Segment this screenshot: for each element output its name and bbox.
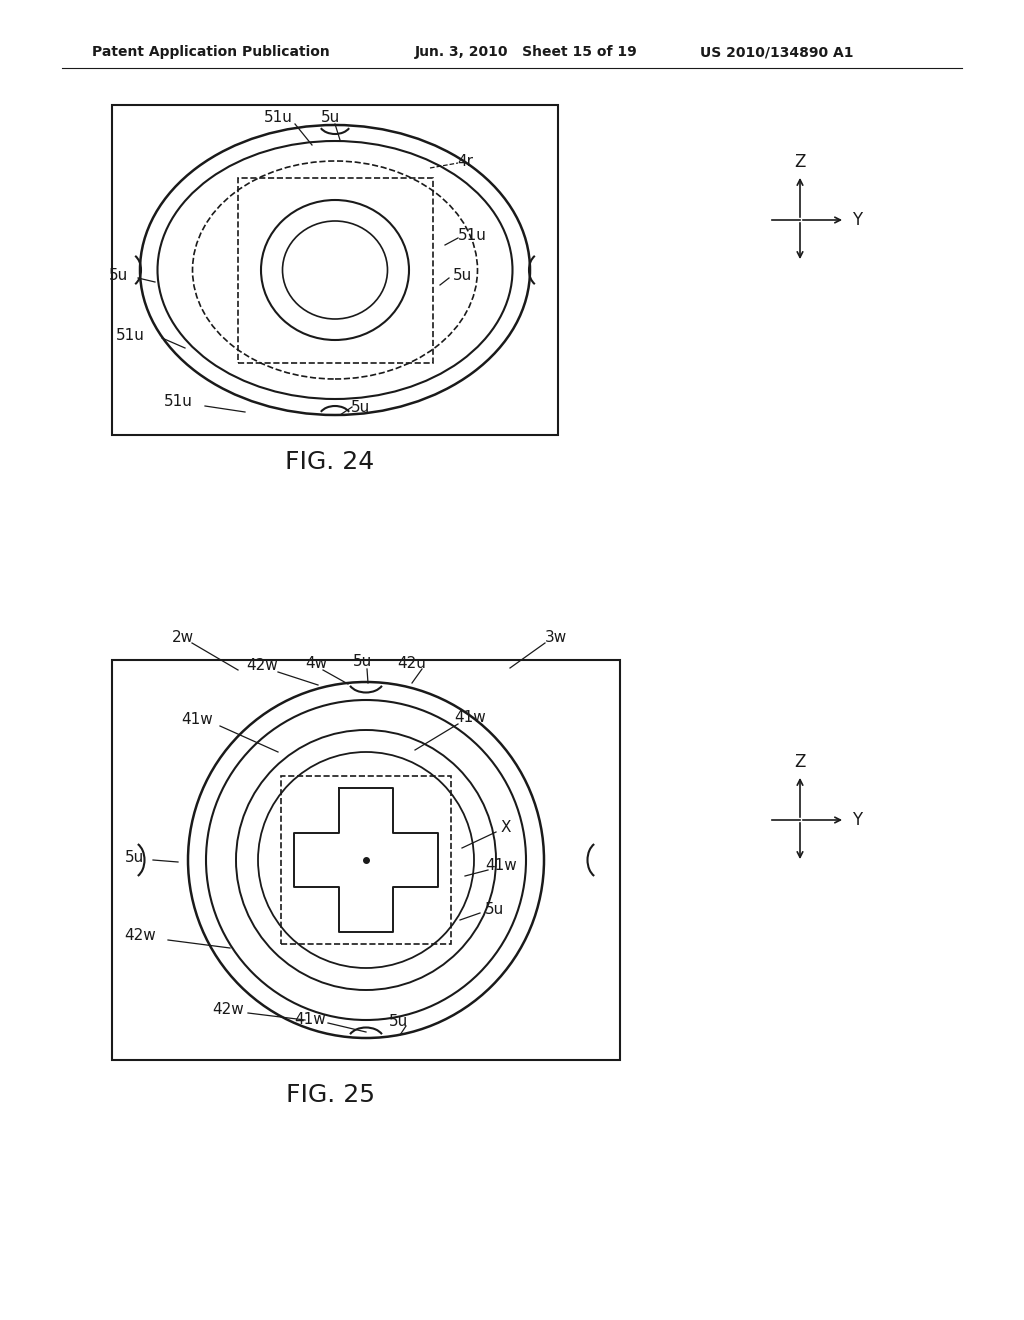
Text: 42w: 42w: [124, 928, 156, 942]
Bar: [112, 660, 620, 1060]
Text: 5u: 5u: [321, 111, 340, 125]
Text: 42u: 42u: [397, 656, 426, 671]
Text: 3w: 3w: [545, 630, 567, 644]
Text: Jun. 3, 2010   Sheet 15 of 19: Jun. 3, 2010 Sheet 15 of 19: [415, 45, 638, 59]
Text: 5u: 5u: [125, 850, 144, 866]
Text: 51u: 51u: [116, 327, 144, 342]
Text: X: X: [501, 821, 511, 836]
Bar: [281, 776, 451, 944]
Text: FIG. 24: FIG. 24: [286, 450, 375, 474]
Bar: [112, 106, 558, 436]
Text: 51u: 51u: [164, 395, 193, 409]
Text: US 2010/134890 A1: US 2010/134890 A1: [700, 45, 853, 59]
Text: 41w: 41w: [294, 1012, 326, 1027]
Text: 5u: 5u: [109, 268, 128, 282]
Text: Z: Z: [795, 153, 806, 172]
Text: 51u: 51u: [263, 111, 293, 125]
Text: 51u: 51u: [458, 227, 486, 243]
Text: 5u: 5u: [484, 903, 504, 917]
Text: 5u: 5u: [453, 268, 472, 282]
Text: Z: Z: [795, 752, 806, 771]
Text: 41w: 41w: [454, 710, 485, 726]
Text: 5u: 5u: [388, 1015, 408, 1030]
Text: FIG. 25: FIG. 25: [286, 1082, 375, 1107]
Text: Y: Y: [852, 810, 862, 829]
Text: 4w: 4w: [305, 656, 327, 671]
Text: Y: Y: [852, 211, 862, 228]
Text: 41w: 41w: [485, 858, 517, 874]
Text: 42w: 42w: [246, 659, 278, 673]
Text: Patent Application Publication: Patent Application Publication: [92, 45, 330, 59]
Text: 4r: 4r: [457, 154, 473, 169]
Text: 5u: 5u: [352, 655, 372, 669]
Text: 42w: 42w: [212, 1002, 244, 1018]
Text: 41w: 41w: [181, 713, 213, 727]
Bar: [238, 177, 432, 363]
Text: 5u: 5u: [350, 400, 370, 416]
Text: 2w: 2w: [172, 630, 195, 644]
